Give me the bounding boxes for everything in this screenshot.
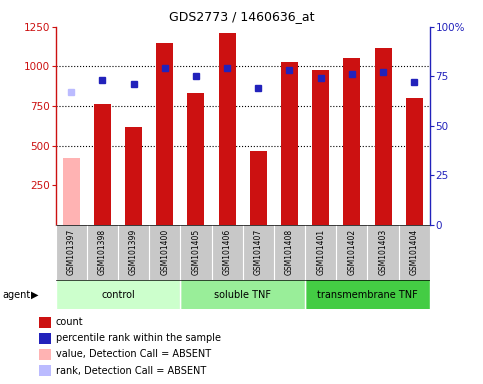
Text: GSM101404: GSM101404	[410, 228, 419, 275]
Bar	[406, 98, 423, 225]
Bar	[56, 280, 180, 309]
Text: GSM101405: GSM101405	[191, 228, 200, 275]
Bar	[242, 225, 274, 280]
Bar	[180, 225, 212, 280]
Text: GSM101406: GSM101406	[223, 228, 232, 275]
Bar	[274, 225, 305, 280]
Bar	[343, 58, 360, 225]
Text: agent: agent	[2, 290, 30, 300]
Bar	[212, 225, 242, 280]
Bar	[63, 158, 80, 225]
Bar	[398, 225, 430, 280]
Bar	[156, 43, 173, 225]
Bar	[94, 104, 111, 225]
Bar	[87, 225, 118, 280]
Text: GSM101408: GSM101408	[285, 228, 294, 275]
Text: GSM101401: GSM101401	[316, 228, 325, 275]
Bar	[368, 225, 398, 280]
Text: GSM101399: GSM101399	[129, 228, 138, 275]
Text: GSM101400: GSM101400	[160, 228, 169, 275]
Bar	[149, 225, 180, 280]
Text: GSM101398: GSM101398	[98, 228, 107, 275]
Bar	[305, 280, 430, 309]
Bar	[312, 70, 329, 225]
Bar	[281, 62, 298, 225]
Bar	[187, 93, 204, 225]
Bar	[218, 33, 236, 225]
Text: percentile rank within the sample: percentile rank within the sample	[56, 333, 221, 343]
Bar	[374, 48, 392, 225]
Text: GDS2773 / 1460636_at: GDS2773 / 1460636_at	[169, 10, 314, 23]
Text: rank, Detection Call = ABSENT: rank, Detection Call = ABSENT	[56, 366, 206, 376]
Text: ▶: ▶	[31, 290, 39, 300]
Text: GSM101407: GSM101407	[254, 228, 263, 275]
Bar	[336, 225, 368, 280]
Bar	[250, 151, 267, 225]
Text: soluble TNF: soluble TNF	[214, 290, 271, 300]
Bar	[305, 225, 336, 280]
Text: control: control	[101, 290, 135, 300]
Bar	[56, 225, 87, 280]
Bar	[125, 127, 142, 225]
Text: GSM101397: GSM101397	[67, 228, 76, 275]
Text: transmembrane TNF: transmembrane TNF	[317, 290, 418, 300]
Text: value, Detection Call = ABSENT: value, Detection Call = ABSENT	[56, 349, 211, 359]
Text: GSM101402: GSM101402	[347, 228, 356, 275]
Text: count: count	[56, 317, 83, 327]
Text: GSM101403: GSM101403	[379, 228, 387, 275]
Bar	[118, 225, 149, 280]
Bar	[180, 280, 305, 309]
